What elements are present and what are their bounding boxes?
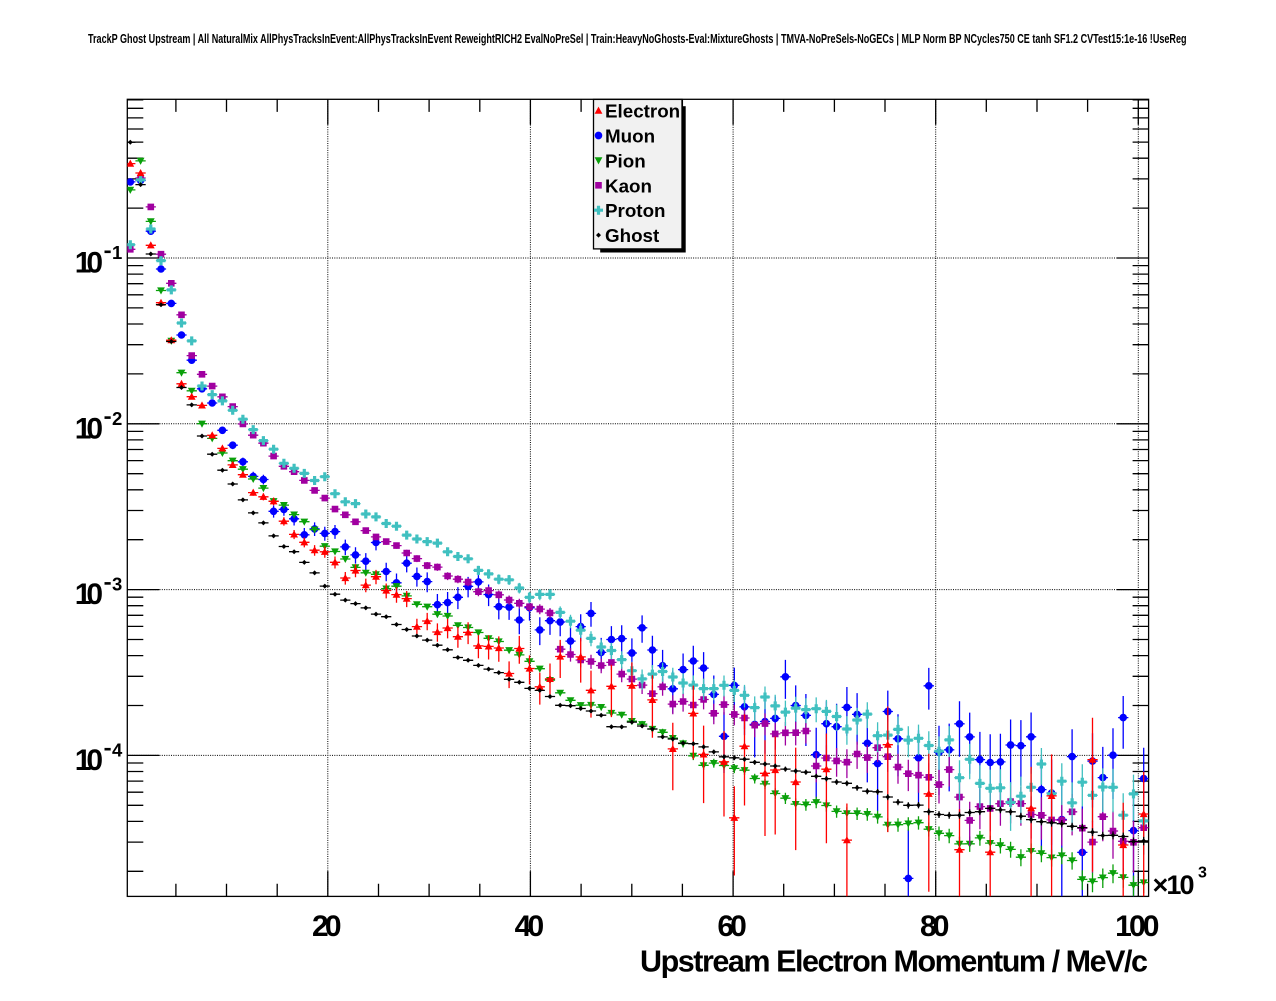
svg-text:60: 60 bbox=[717, 910, 747, 943]
svg-text:10: 10 bbox=[75, 744, 103, 777]
svg-text:40: 40 bbox=[515, 910, 545, 943]
svg-text:Proton: Proton bbox=[605, 200, 666, 221]
svg-text:4: 4 bbox=[112, 739, 123, 760]
svg-text:100: 100 bbox=[1115, 910, 1159, 943]
svg-text:Muon: Muon bbox=[605, 126, 655, 147]
svg-text:Kaon: Kaon bbox=[605, 175, 652, 196]
svg-text:Pion: Pion bbox=[605, 150, 646, 171]
svg-text:20: 20 bbox=[312, 910, 342, 943]
svg-text:10: 10 bbox=[75, 578, 103, 611]
svg-text:1: 1 bbox=[112, 242, 122, 263]
svg-text:Electron: Electron bbox=[605, 101, 680, 122]
svg-text:10: 10 bbox=[75, 412, 103, 445]
svg-text:3: 3 bbox=[112, 574, 122, 595]
svg-text:2: 2 bbox=[112, 408, 122, 429]
svg-text:Upstream Electron Momentum / M: Upstream Electron Momentum / MeV/c bbox=[640, 945, 1148, 979]
svg-text:TrackP Ghost Upstream | All Na: TrackP Ghost Upstream | All NaturalMix A… bbox=[88, 31, 1187, 46]
svg-text:80: 80 bbox=[920, 910, 950, 943]
svg-text:×10: ×10 bbox=[1153, 870, 1195, 900]
svg-text:Ghost: Ghost bbox=[605, 225, 660, 246]
svg-text:3: 3 bbox=[1198, 865, 1207, 882]
svg-text:10: 10 bbox=[75, 247, 103, 280]
